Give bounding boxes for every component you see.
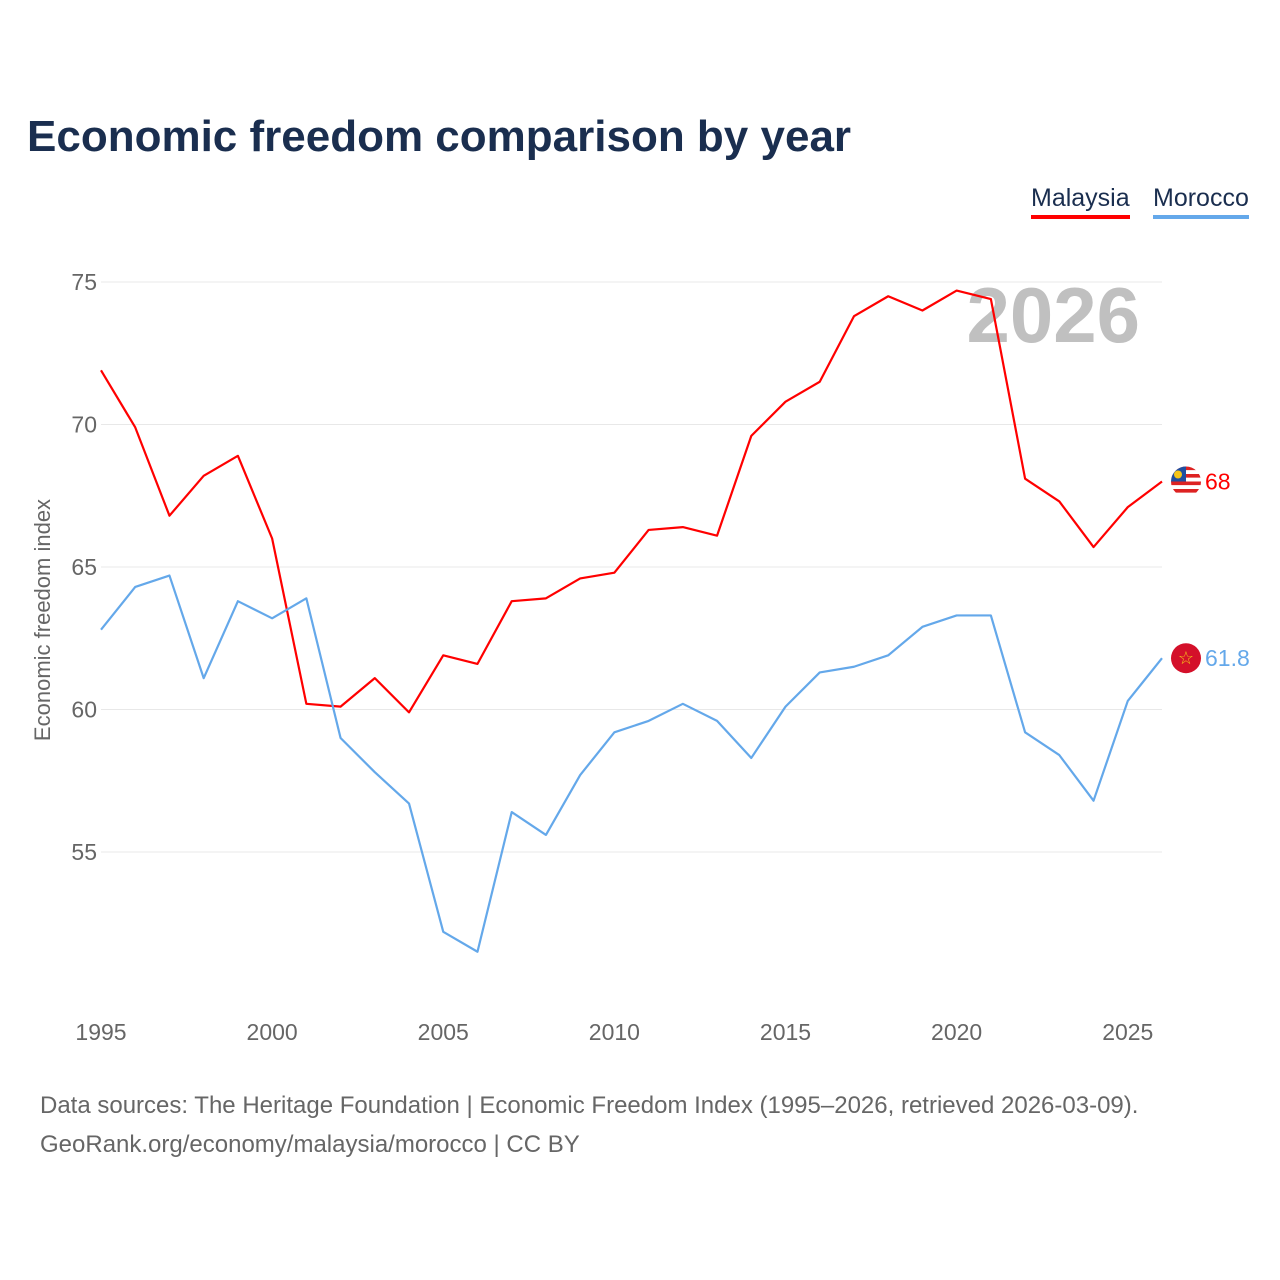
data-source: Data sources: The Heritage Foundation | … — [40, 1092, 1139, 1119]
x-tick-label: 2025 — [1102, 1019, 1153, 1045]
end-label-malaysia: 68 — [1205, 469, 1231, 495]
y-tick-label: 65 — [71, 554, 97, 580]
x-tick-label: 1995 — [75, 1019, 126, 1045]
y-tick-label: 75 — [71, 269, 97, 295]
y-tick-label: 60 — [71, 697, 97, 723]
line-chart: 2026 55 60 65 70 75 1995 2000 2005 2010 2015 2020 20… — [30, 269, 1250, 1045]
footer: Data sources: The Heritage Foundation | … — [40, 1086, 1138, 1164]
series-line-malaysia — [100, 289, 1163, 714]
y-tick-label: 70 — [71, 412, 97, 438]
year-watermark: 2026 — [966, 271, 1140, 359]
x-tick-label: 2020 — [931, 1019, 982, 1045]
series-line-morocco — [100, 574, 1163, 953]
morocco-flag-icon — [1171, 643, 1201, 674]
legend-malaysia[interactable]: Malaysia — [1031, 184, 1130, 219]
y-axis-label: Economic freedom index — [30, 499, 55, 741]
x-tick-label: 2015 — [760, 1019, 811, 1045]
malaysia-flag-icon — [1171, 466, 1201, 497]
chart-title: Economic freedom comparison by year — [27, 112, 852, 161]
x-tick-label: 2010 — [589, 1019, 640, 1045]
star-icon: ☆ — [1178, 648, 1194, 668]
end-label-morocco: 61.8 — [1205, 645, 1250, 671]
x-tick-label: 2005 — [418, 1019, 469, 1045]
source-link[interactable]: GeoRank.org/economy/malaysia/morocco | C… — [40, 1131, 580, 1158]
y-tick-label: 55 — [71, 839, 97, 865]
legend-morocco[interactable]: Morocco — [1153, 184, 1249, 219]
x-tick-label: 2000 — [247, 1019, 298, 1045]
